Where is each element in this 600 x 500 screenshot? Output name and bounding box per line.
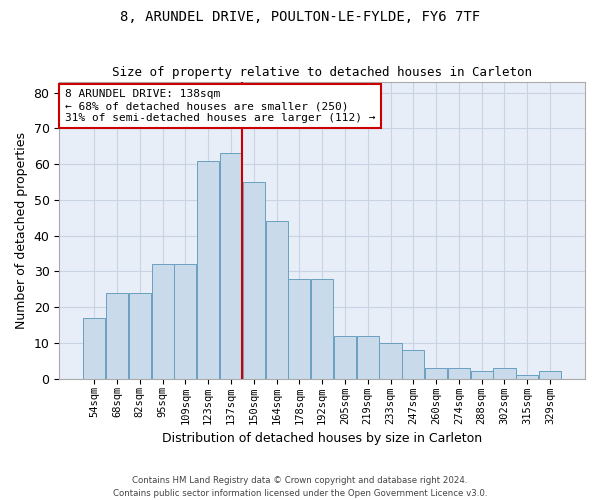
Bar (311, 278, 333, 378)
Bar (402, 350, 424, 378)
Bar (266, 222, 287, 378)
Bar (539, 372, 561, 378)
Bar (243, 182, 265, 378)
Bar (470, 372, 493, 378)
Text: 8 ARUNDEL DRIVE: 138sqm
← 68% of detached houses are smaller (250)
31% of semi-d: 8 ARUNDEL DRIVE: 138sqm ← 68% of detache… (65, 90, 375, 122)
Bar (356, 336, 379, 378)
Text: Contains HM Land Registry data © Crown copyright and database right 2024.
Contai: Contains HM Land Registry data © Crown c… (113, 476, 487, 498)
Text: 8, ARUNDEL DRIVE, POULTON-LE-FYLDE, FY6 7TF: 8, ARUNDEL DRIVE, POULTON-LE-FYLDE, FY6 … (120, 10, 480, 24)
Title: Size of property relative to detached houses in Carleton: Size of property relative to detached ho… (112, 66, 532, 80)
Bar (83, 318, 105, 378)
Bar (334, 336, 356, 378)
X-axis label: Distribution of detached houses by size in Carleton: Distribution of detached houses by size … (162, 432, 482, 445)
Bar (379, 343, 401, 378)
Bar (516, 375, 538, 378)
Bar (175, 264, 196, 378)
Bar (425, 368, 447, 378)
Y-axis label: Number of detached properties: Number of detached properties (15, 132, 28, 329)
Bar (448, 368, 470, 378)
Bar (106, 293, 128, 378)
Bar (197, 160, 219, 378)
Bar (493, 368, 515, 378)
Bar (288, 278, 310, 378)
Bar (220, 154, 242, 378)
Bar (152, 264, 173, 378)
Bar (129, 293, 151, 378)
